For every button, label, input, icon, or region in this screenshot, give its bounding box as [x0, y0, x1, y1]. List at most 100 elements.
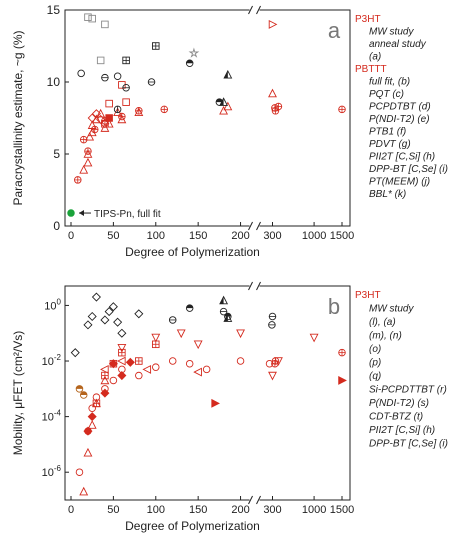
data-point: [105, 99, 113, 108]
data-point: [117, 344, 127, 353]
data-point: [96, 56, 105, 65]
data-point: [152, 363, 160, 371]
legend-entry: PT(MEEM) (j): [369, 177, 430, 188]
legend-entry: Si-PCPDTTBT (r): [369, 385, 447, 396]
legend-entry: (p): [369, 358, 381, 369]
legend-entry: PDVT (g): [369, 139, 411, 150]
data-point: [223, 101, 233, 111]
axis-break-mark: [248, 281, 253, 291]
data-point: [268, 88, 277, 98]
legend-entry: DPP-BT [C,Se] (i): [369, 164, 448, 175]
data-point: [338, 376, 347, 385]
data-point: [100, 315, 110, 325]
data-point: [96, 108, 106, 118]
legend-entry: PII2T [C,Si] (h): [369, 152, 435, 163]
data-point: [125, 357, 135, 367]
data-point: [211, 398, 221, 408]
data-point: [268, 19, 278, 29]
data-point-glyph: [80, 391, 88, 395]
data-point: [219, 105, 229, 115]
data-point: [265, 359, 274, 368]
data-point: [75, 468, 84, 476]
legend-entry: PII2T [C,Si] (h): [369, 425, 435, 436]
data-point: [113, 72, 122, 80]
data-point: [117, 371, 127, 381]
x-tick-label: 50: [107, 504, 119, 516]
panel-letter: b: [328, 294, 340, 319]
y-tick-label: 10-4: [42, 409, 62, 424]
x-tick-label: 1000: [302, 504, 326, 516]
y-axis-label: Mobility, μFET (cm²/Vs): [11, 331, 25, 455]
x-tick-label: 1500: [330, 504, 354, 516]
data-point: [100, 388, 110, 398]
data-point: [105, 114, 113, 122]
legend-entry: MW study: [369, 27, 414, 38]
data-point: [85, 131, 95, 141]
data-point-glyph: [76, 385, 83, 389]
data-point: [135, 371, 143, 380]
legend-entry: DPP-BT [C,Se] (i): [369, 439, 448, 450]
legend-entry: P(NDI-T2) (e): [369, 114, 430, 125]
x-axis-label: Degree of Polymerization: [125, 519, 260, 533]
x-tick-label: 150: [189, 230, 207, 242]
legend-group: P3HT: [355, 14, 381, 25]
x-tick-label: 0: [68, 504, 74, 516]
axis-break-gap: [249, 496, 260, 504]
data-point: [104, 307, 114, 317]
axis-break-mark: [248, 495, 253, 505]
data-point: [100, 364, 109, 374]
data-point: [151, 333, 161, 343]
axis-break-mark: [256, 5, 261, 15]
x-tick-label: 200: [231, 504, 249, 516]
data-point: [100, 123, 110, 132]
data-point: [88, 404, 96, 412]
data-point: [100, 119, 110, 129]
data-point: [202, 365, 211, 374]
x-tick-label: 300: [263, 230, 281, 242]
data-point: [101, 20, 109, 29]
data-point: [236, 329, 245, 339]
data-point: [108, 359, 118, 369]
data-point: [274, 357, 283, 366]
x-tick-label: 200: [231, 230, 249, 242]
data-point: [117, 114, 127, 124]
legend-group: P3HT: [355, 290, 381, 301]
data-point: [79, 486, 89, 496]
axis-break-gap: [249, 282, 260, 290]
panel-b: 0 50 100 150 200 300 1000 1500 10-6 10-4 10-2 100 De…: [11, 281, 448, 533]
legend-entry: full fit, (b): [369, 77, 410, 88]
annotation-text: TIPS-Pn, full fit: [94, 209, 161, 220]
legend-entry: CDT-BTZ (t): [369, 412, 423, 423]
y-tick-label: 10-6: [42, 464, 62, 479]
legend-group: PBTTT: [355, 64, 387, 75]
data-point: [96, 114, 106, 124]
data-point: [67, 209, 75, 217]
y-tick-label: 10-2: [42, 353, 62, 368]
data-point: [176, 329, 186, 339]
data-point: [188, 47, 200, 58]
legend-entry: MW study: [369, 304, 414, 315]
data-point-glyph: [224, 70, 228, 79]
legend-entry: PTB1 (f): [369, 127, 406, 138]
y-tick-label: 100: [44, 297, 61, 312]
data-point-glyph: [186, 304, 193, 309]
data-point-glyph: [219, 296, 224, 304]
x-tick-label: 100: [147, 504, 165, 516]
legend-entry: (q): [369, 371, 381, 382]
axis-break-gap: [249, 222, 260, 230]
data-point: [84, 13, 92, 21]
data-point: [87, 113, 97, 123]
data-point: [193, 367, 202, 377]
plot-frame: [64, 285, 351, 501]
data-point: [87, 127, 97, 137]
data-point-glyph: [186, 59, 193, 64]
axis-break-gap: [249, 6, 260, 14]
axis-break-mark: [248, 221, 253, 231]
data-point: [268, 371, 277, 381]
y-axis-label: Paracrystallinity estimate, ~g (%): [11, 30, 25, 205]
y-tick-label: 0: [53, 219, 60, 233]
data-point: [87, 412, 97, 422]
y-tick-label: 5: [53, 147, 60, 161]
legend-entry: (l), (a): [369, 317, 396, 328]
